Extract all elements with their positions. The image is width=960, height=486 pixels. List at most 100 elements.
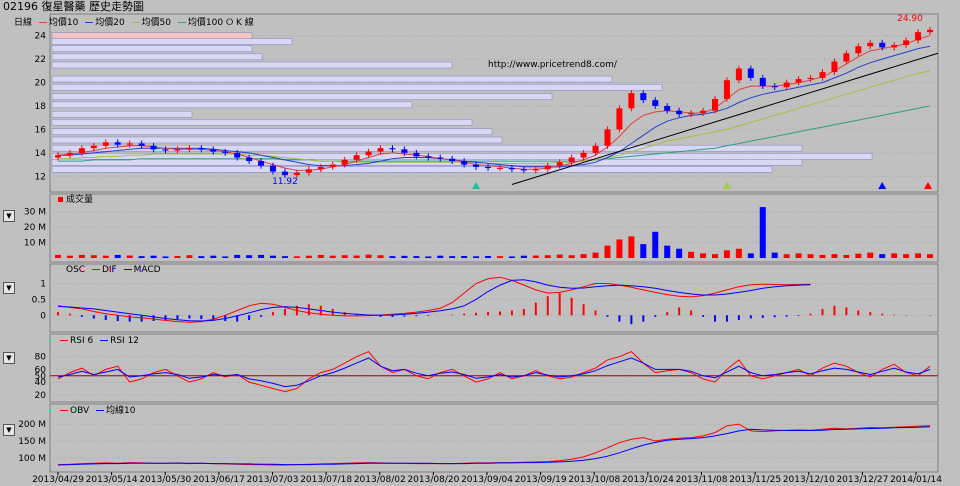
volume-bar <box>162 256 169 258</box>
signal-triangle <box>472 182 481 189</box>
candle-body <box>700 110 707 114</box>
macd-line <box>57 279 811 322</box>
panel-frame <box>49 193 939 263</box>
candle-body <box>102 142 109 146</box>
legend-kline: K 線 <box>236 18 254 28</box>
x-tick-label: 2013/08/20 <box>407 475 459 485</box>
candle-body <box>676 110 683 115</box>
candle-body <box>413 152 420 157</box>
candle-body <box>55 155 61 158</box>
volume-tick-label: 30 M <box>24 208 46 218</box>
candle-body <box>126 143 133 145</box>
candle-body <box>747 68 754 78</box>
volume-bar <box>210 255 217 258</box>
obv-ma10-line <box>57 426 931 466</box>
volume-profile-bar <box>51 45 253 52</box>
volume-bar <box>843 254 850 258</box>
volume-bar <box>365 254 372 258</box>
x-tick-label: 2013/05/30 <box>139 475 191 485</box>
macd-panel-toggle[interactable]: ▼ <box>3 282 15 294</box>
candle-body <box>628 93 635 109</box>
page-title: 02196 復星醫藥 歷史走勢圖 <box>3 0 144 13</box>
ma-line-4 <box>58 105 931 162</box>
price-tick-label: 18 <box>35 102 47 112</box>
candle-body <box>807 77 814 80</box>
candle-body <box>688 113 695 115</box>
volume-profile-bar <box>51 144 803 152</box>
volume-bar <box>138 256 145 258</box>
volume-bar <box>664 245 671 258</box>
rsi-tick-label: 40 <box>35 378 47 388</box>
obv-tick-label: 150 M <box>18 437 46 447</box>
candle-body <box>664 106 671 111</box>
volume-bar <box>759 207 766 258</box>
volume-bar <box>246 255 253 258</box>
rsi12-swatch <box>100 340 109 341</box>
rsi6-swatch <box>60 340 68 341</box>
candle-body <box>138 143 145 146</box>
rsi-panel-toggle[interactable]: ▼ <box>3 352 15 364</box>
x-tick-label: 2013/07/03 <box>247 475 299 485</box>
volume-bar <box>711 254 718 258</box>
candle-body <box>186 148 193 150</box>
volume-bar <box>520 255 527 258</box>
rsi-tick-label: 60 <box>35 365 47 375</box>
candle-body <box>437 157 444 159</box>
obv-panel-toggle[interactable]: ▼ <box>3 424 15 436</box>
volume-bar <box>568 255 575 258</box>
min-price-label: 11.92 <box>272 177 298 187</box>
volume-profile-bar <box>51 93 553 100</box>
volume-bar <box>126 255 133 258</box>
volume-profile-bar <box>51 166 773 173</box>
volume-bar <box>174 255 181 258</box>
candle-body <box>568 157 575 163</box>
dif-swatch <box>91 269 100 270</box>
volume-bar <box>747 253 754 258</box>
volume-bar <box>891 253 898 258</box>
volume-bar <box>508 256 515 258</box>
volume-bar <box>413 256 420 258</box>
x-tick-label: 2013/12/27 <box>836 475 888 485</box>
x-tick-label: 2013/10/08 <box>568 475 620 485</box>
volume-bar <box>78 254 85 258</box>
volume-bar <box>449 256 456 258</box>
candle-body <box>246 157 253 162</box>
volume-bar <box>915 253 922 258</box>
ma-line-3 <box>58 70 931 164</box>
volume-profile-bar <box>51 119 473 126</box>
volume-bar <box>90 255 97 258</box>
volume-bar <box>186 255 193 258</box>
candle-body <box>879 42 886 48</box>
volume-profile-bar <box>51 110 193 118</box>
candle-body <box>580 152 587 158</box>
volume-panel-toggle[interactable]: ▼ <box>3 210 15 222</box>
candle-body <box>783 82 790 88</box>
legend-rsi6: RSI 6 <box>70 336 94 346</box>
volume-bar <box>903 254 910 258</box>
candle-body <box>723 80 730 99</box>
volume-profile-bar <box>51 101 413 109</box>
candle-body <box>508 168 515 170</box>
volume-bar <box>425 256 432 258</box>
volume-bar <box>198 256 205 258</box>
volume-swatch <box>58 197 63 202</box>
legend-rsi12: RSI 12 <box>110 336 140 346</box>
candle-body <box>305 169 312 173</box>
candle-body <box>258 161 265 166</box>
max-price-label: 24.90 <box>897 14 923 24</box>
volume-tick-label: 20 M <box>24 223 46 233</box>
legend-macd: MACD <box>133 265 161 275</box>
volume-bar <box>102 255 109 258</box>
legend-osc: OSC <box>66 265 86 275</box>
candle-body <box>927 29 933 33</box>
macd-tick-label: 0 <box>40 311 46 321</box>
candle-body <box>485 166 492 169</box>
candle-body <box>616 108 623 130</box>
candle-body <box>90 145 97 149</box>
rsi12-line <box>57 357 931 388</box>
volume-bar <box>544 255 551 258</box>
x-tick-label: 2013/09/04 <box>461 475 513 485</box>
candle-body <box>604 129 611 146</box>
candle-body <box>520 169 527 171</box>
